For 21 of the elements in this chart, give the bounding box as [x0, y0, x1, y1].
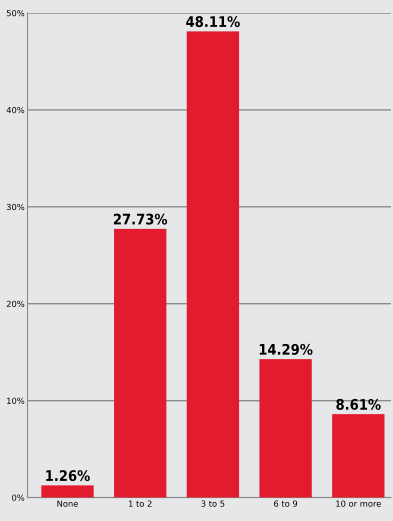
bar	[41, 485, 94, 498]
bar	[114, 228, 166, 498]
y-tick-label: 20%	[6, 300, 24, 308]
data-label: 48.11%	[186, 16, 240, 28]
data-label: 1.26%	[46, 470, 90, 482]
y-tick-label: 40%	[6, 106, 24, 114]
y-tick-label: 30%	[6, 204, 24, 210]
y-tick-label: 10%	[7, 398, 24, 404]
data-label: 14.29%	[260, 344, 313, 355]
x-tick-label: 3 to 5	[201, 500, 224, 507]
x-tick-label: 1 to 2	[128, 500, 152, 507]
y-tick-label: 50%	[6, 10, 24, 16]
x-tick-label: 10 or more	[336, 500, 381, 507]
data-label: 8.61%	[336, 398, 381, 410]
bar	[332, 414, 384, 498]
x-tick-label: 6 to 9	[274, 500, 298, 507]
data-label: 27.73%	[114, 214, 168, 225]
bar	[259, 359, 312, 498]
y-tick-label: 0%	[12, 494, 24, 501]
bar	[186, 31, 240, 498]
x-tick-label: None	[57, 500, 78, 507]
